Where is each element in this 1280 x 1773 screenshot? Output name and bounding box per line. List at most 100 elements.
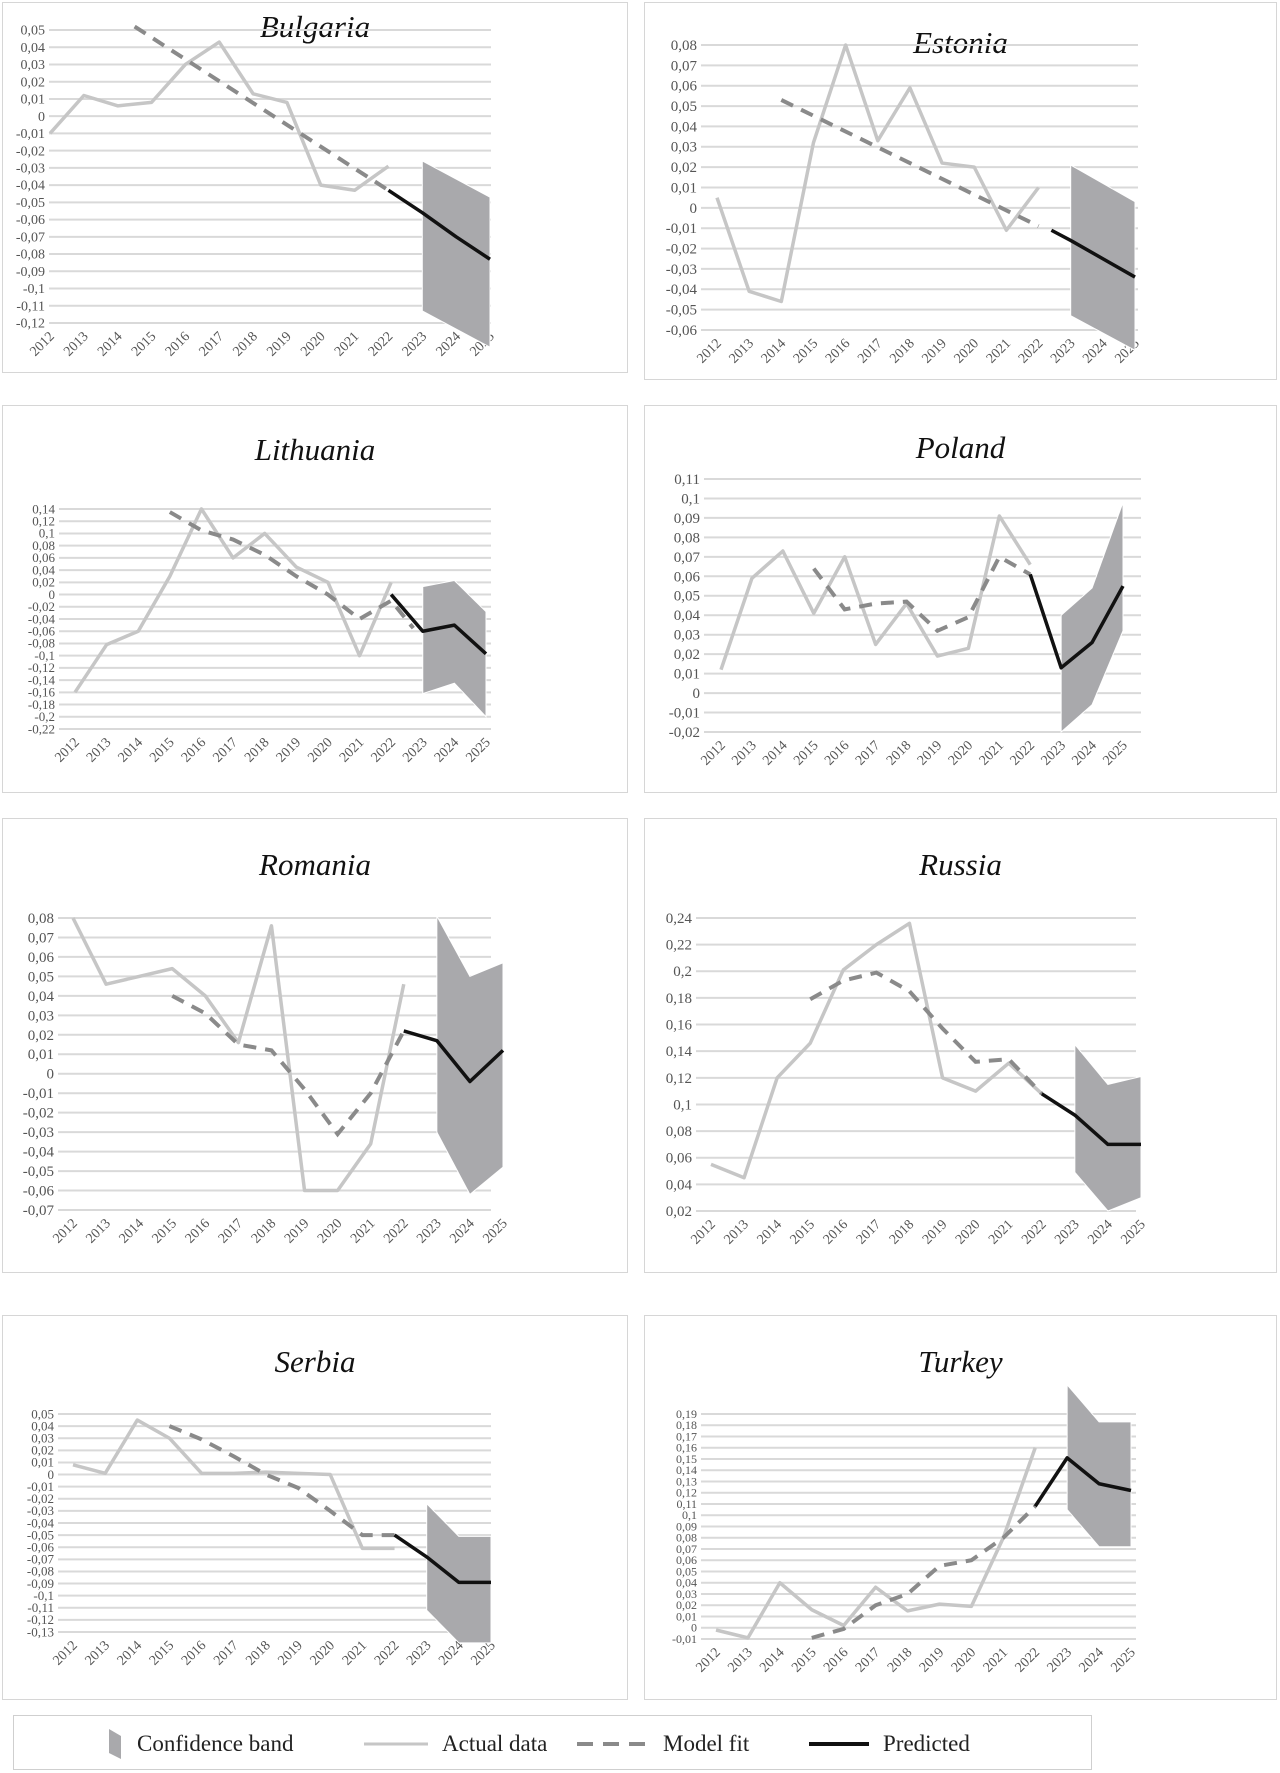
x-tick-label: 2025 [480, 1216, 510, 1246]
y-tick-label: 0,13 [676, 1474, 697, 1488]
x-tick-label: 2017 [853, 738, 883, 768]
x-tick-label: 2013 [725, 1645, 755, 1675]
y-tick-label: 0,05 [676, 1564, 697, 1578]
actual-data-line [72, 1418, 395, 1551]
y-tick-label: -0,07 [23, 1203, 55, 1219]
x-tick-label: 2013 [83, 1216, 113, 1246]
x-tick-label: 2017 [854, 1217, 884, 1247]
y-tick-label: 0,08 [671, 38, 697, 54]
x-tick-label: 2017 [216, 1216, 246, 1246]
x-tick-label: 2018 [242, 735, 272, 765]
y-tick-label: 0,02 [674, 647, 700, 663]
x-tick-label: 2022 [369, 735, 399, 765]
y-tick-label: -0,08 [28, 636, 55, 651]
y-tick-label: 0,03 [676, 1587, 697, 1601]
y-tick-label: -0,06 [16, 213, 45, 228]
y-tick-label: 0 [693, 686, 701, 702]
x-tick-label: 2019 [919, 336, 949, 366]
x-tick-label: 2014 [95, 329, 125, 359]
y-tick-label: 0,16 [676, 1441, 697, 1455]
legend-label: Confidence band [137, 1730, 294, 1756]
y-tick-label: 0,07 [671, 58, 698, 74]
x-tick-label: 2023 [1045, 1645, 1075, 1675]
actual-data-line [715, 1447, 1037, 1640]
y-tick-label: -0,01 [672, 1632, 697, 1646]
legend-item-predicted: Predicted [809, 1716, 970, 1771]
y-tick-label: 0 [47, 1067, 55, 1083]
y-tick-label: 0,02 [676, 1598, 697, 1612]
x-tick-label: 2022 [1013, 1645, 1043, 1675]
y-tick-label: 0,04 [666, 1177, 693, 1193]
y-tick-label: 0,06 [32, 550, 55, 565]
actual-data-line [71, 917, 406, 1193]
y-tick-label: 0,06 [676, 1553, 697, 1567]
x-tick-label: 2015 [150, 1216, 180, 1246]
y-tick-label: -0,09 [16, 265, 45, 280]
chart-plot: -0,13-0,12-0,11-0,1-0,09-0,08-0,07-0,06-… [27, 1406, 499, 1668]
y-tick-label: -0,02 [23, 1106, 54, 1122]
y-tick-label: 0,08 [28, 911, 54, 927]
y-tick-label: 0,06 [671, 79, 698, 95]
x-tick-label: 2020 [298, 329, 328, 359]
chart-panel-lithuania: Lithuania -0,22 -0,2 -0,18 -0,16 -0,14 -0,12-… [2, 405, 628, 793]
y-tick-label: -0,1 [23, 282, 45, 297]
x-tick-label: 2021 [986, 1217, 1016, 1247]
x-tick-label: 2020 [305, 735, 335, 765]
chart-panel-estonia: Estonia -0,06 -0,05 -0,04 -0,03 -0,02 -0,01 0 0… [644, 2, 1277, 380]
y-tick-label: 0,03 [671, 140, 697, 156]
y-tick-label: 0,14 [32, 501, 55, 516]
x-tick-label: 2012 [693, 1645, 723, 1675]
y-tick-label: -0,11 [16, 299, 45, 314]
y-tick-label: 0,08 [674, 530, 700, 546]
x-tick-label: 2021 [977, 738, 1007, 768]
x-tick-label: 2019 [275, 1638, 305, 1668]
y-tick-label: -0,01 [16, 127, 45, 142]
x-tick-label: 2012 [50, 1216, 80, 1246]
chart-plot: -0,22-0,2-0,18-0,16-0,14-0,12-0,1-0,08-0… [28, 501, 494, 765]
chart-panel-turkey: Turkey -0,01 0 0,01 0,02 0,03 0,04 0,05 0,06 0,0… [644, 1315, 1277, 1700]
y-tick-label: 0,2 [673, 964, 692, 980]
y-tick-label: 0,06 [28, 950, 55, 966]
x-tick-label: 2019 [915, 738, 945, 768]
y-tick-label: 0,04 [32, 562, 55, 577]
x-tick-label: 2013 [727, 336, 757, 366]
x-tick-label: 2023 [414, 1216, 444, 1246]
x-tick-label: 2018 [249, 1216, 279, 1246]
y-tick-label: 0,17 [676, 1429, 697, 1443]
x-tick-label: 2018 [885, 1645, 915, 1675]
y-tick-label: 0,03 [28, 1008, 54, 1024]
model-fit-line [780, 98, 1040, 228]
x-tick-label: 2024 [1069, 738, 1099, 768]
y-tick-label: -0,14 [28, 672, 56, 687]
x-tick-label: 2014 [117, 1216, 147, 1246]
x-tick-label: 2015 [147, 735, 177, 765]
y-tick-label: 0,22 [666, 938, 692, 954]
y-tick-label: -0,03 [16, 162, 45, 177]
x-tick-label: 2023 [1052, 1217, 1082, 1247]
y-tick-label: -0,04 [27, 1515, 55, 1530]
predicted-line [1040, 1092, 1141, 1147]
x-tick-label: 2016 [179, 735, 209, 765]
y-tick-label: -0,05 [23, 1164, 54, 1180]
x-tick-label: 2022 [1016, 336, 1046, 366]
chart-panel-russia: Russia 0,02 0,04 0,06 0,08 0,1 0,12 0,14 0,16 0,… [644, 818, 1277, 1273]
y-tick-label: -0,05 [666, 303, 697, 319]
y-tick-label: -0,02 [669, 725, 700, 741]
y-tick-label: 0,04 [28, 989, 55, 1005]
y-tick-label: 0,01 [28, 1047, 54, 1063]
x-tick-label: 2025 [1118, 1217, 1148, 1247]
y-tick-label: 0,08 [666, 1124, 692, 1140]
x-tick-label: 2019 [274, 735, 304, 765]
legend-label: Predicted [883, 1730, 970, 1756]
y-tick-label: -0,06 [28, 624, 56, 639]
y-tick-label: -0,16 [28, 685, 56, 700]
legend-item-band: Confidence band [109, 1716, 293, 1771]
y-tick-label: 0,08 [676, 1531, 697, 1545]
confidence-band [1060, 502, 1124, 734]
y-tick-label: -0,2 [34, 709, 55, 724]
x-tick-label: 2017 [211, 1638, 241, 1668]
y-tick-label: 0,01 [671, 180, 697, 196]
x-tick-label: 2021 [340, 1638, 370, 1668]
x-tick-label: 2024 [447, 1216, 477, 1246]
y-tick-label: 0,05 [31, 1406, 54, 1421]
